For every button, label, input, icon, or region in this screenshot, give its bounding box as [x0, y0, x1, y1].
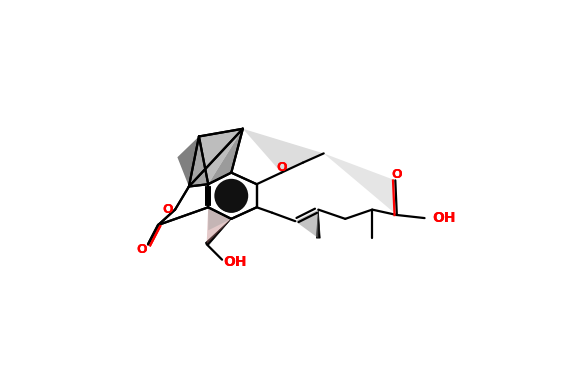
Polygon shape: [199, 129, 243, 184]
Text: O: O: [162, 203, 173, 216]
Text: OH: OH: [223, 255, 247, 269]
Polygon shape: [324, 154, 397, 215]
Text: OH: OH: [223, 255, 247, 269]
Text: O: O: [392, 168, 402, 182]
Polygon shape: [207, 207, 232, 244]
Text: OH: OH: [432, 211, 456, 225]
Polygon shape: [316, 210, 320, 238]
Polygon shape: [208, 207, 232, 230]
Polygon shape: [295, 210, 319, 238]
Text: O: O: [136, 243, 146, 256]
Polygon shape: [243, 129, 324, 173]
Circle shape: [214, 179, 248, 213]
Text: O: O: [277, 161, 287, 174]
Text: O: O: [277, 161, 287, 174]
Polygon shape: [189, 136, 208, 187]
Text: O: O: [392, 168, 402, 182]
Text: O: O: [162, 203, 173, 216]
Polygon shape: [205, 219, 232, 245]
Circle shape: [216, 182, 247, 213]
Polygon shape: [208, 129, 243, 184]
Text: OH: OH: [432, 211, 456, 225]
Text: O: O: [136, 243, 146, 256]
Polygon shape: [177, 136, 199, 187]
